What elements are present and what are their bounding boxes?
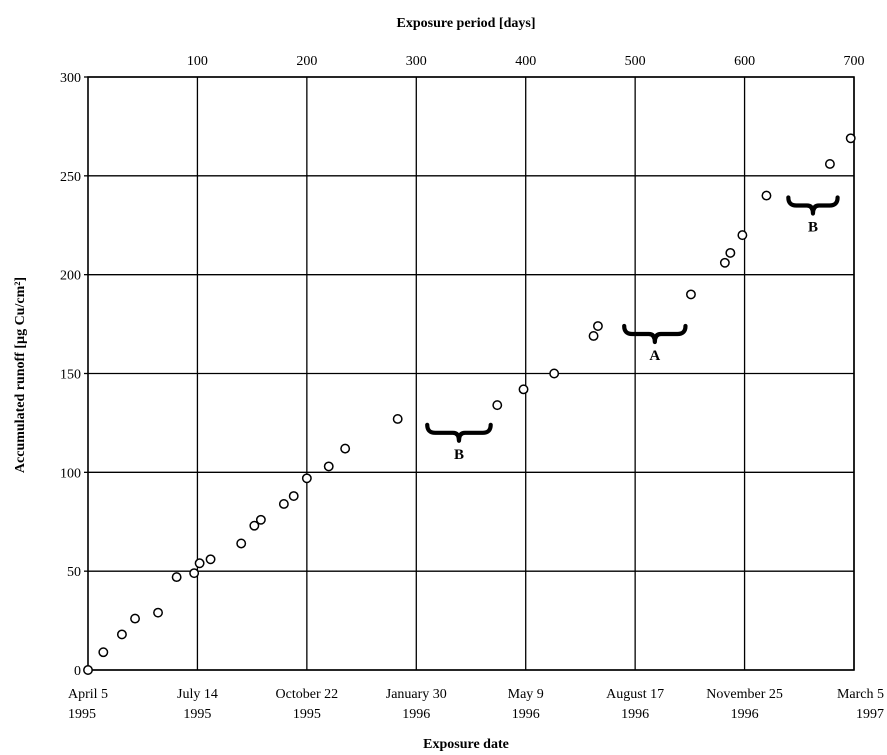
annotation-label: B xyxy=(454,447,464,463)
y-tick-label: 50 xyxy=(67,565,81,580)
data-point xyxy=(845,133,856,144)
top-tick-label: 700 xyxy=(844,54,865,69)
x-tick-label-year: 1997 xyxy=(856,707,884,722)
x-tick-label: March 5 xyxy=(837,687,884,702)
x-axis-title: Exposure date xyxy=(423,737,509,752)
top-axis-title: Exposure period [days] xyxy=(397,16,536,31)
x-tick-label: November 25 xyxy=(706,687,783,702)
y-tick-label: 100 xyxy=(60,466,81,481)
data-points xyxy=(83,133,856,675)
data-point xyxy=(249,520,260,531)
data-point xyxy=(492,400,503,411)
x-tick-label-year: 1996 xyxy=(512,707,540,722)
x-tick-label-year: 1995 xyxy=(183,707,211,722)
top-tick-label: 400 xyxy=(515,54,536,69)
x-tick-label: January 30 xyxy=(386,687,447,702)
plot-frame xyxy=(87,76,855,671)
data-point xyxy=(301,473,312,484)
annotation-label: B xyxy=(808,219,818,235)
data-point xyxy=(116,629,127,640)
x-tick-label-year: 1996 xyxy=(621,707,649,722)
data-point xyxy=(323,461,334,472)
x-tick-label: May 9 xyxy=(508,687,544,702)
data-point xyxy=(737,230,748,241)
data-point xyxy=(392,414,403,424)
top-tick-label: 300 xyxy=(406,54,427,69)
data-point xyxy=(194,558,205,569)
y-tick-label: 300 xyxy=(60,71,81,86)
data-point xyxy=(761,190,772,201)
y-tick-label: 150 xyxy=(60,368,81,383)
data-point xyxy=(236,538,247,549)
x-tick-label-year: 1996 xyxy=(402,707,430,722)
data-point xyxy=(130,613,141,624)
annotations: B A B xyxy=(425,195,840,463)
data-point xyxy=(255,514,266,525)
data-point xyxy=(824,159,835,169)
data-point xyxy=(725,247,736,258)
data-point xyxy=(153,607,163,618)
x-tick-label: July 14 xyxy=(177,687,218,702)
data-point xyxy=(588,330,599,341)
data-point xyxy=(288,491,299,502)
brace-mark xyxy=(786,195,840,216)
data-point xyxy=(340,443,351,454)
x-tick-label: April 5 xyxy=(68,687,108,702)
data-point xyxy=(278,499,289,509)
top-tick-label: 500 xyxy=(625,54,646,69)
brace-mark xyxy=(425,422,493,443)
brace-mark xyxy=(622,323,688,345)
data-point xyxy=(98,647,109,658)
data-point xyxy=(205,554,216,565)
annotation-label: A xyxy=(649,348,660,364)
y-tick-label: 0 xyxy=(74,664,81,679)
top-tick-label: 600 xyxy=(734,54,755,69)
x-tick-label-year: 1995 xyxy=(68,707,96,722)
data-point xyxy=(518,384,529,395)
data-point xyxy=(549,368,560,379)
top-tick-label: 200 xyxy=(296,54,317,69)
x-tick-label: August 17 xyxy=(606,687,664,702)
tick-labels: 0 50 100 150 200 250 300 100 200 300 400 500 600 700 A… xyxy=(60,54,884,722)
data-point xyxy=(189,568,200,579)
x-tick-label-year: 1996 xyxy=(731,707,759,722)
y-tick-label: 250 xyxy=(60,170,81,185)
y-axis-title: Accumulated runoff [µg Cu/cm²] xyxy=(13,277,28,473)
data-point xyxy=(592,321,603,332)
top-tick-label: 100 xyxy=(187,54,208,69)
y-tick-label: 200 xyxy=(60,269,81,284)
data-point xyxy=(83,665,93,675)
data-point xyxy=(171,572,182,583)
data-point xyxy=(719,257,730,268)
data-point xyxy=(686,289,696,300)
x-tick-label: October 22 xyxy=(276,687,339,702)
x-tick-label-year: 1995 xyxy=(293,707,321,722)
